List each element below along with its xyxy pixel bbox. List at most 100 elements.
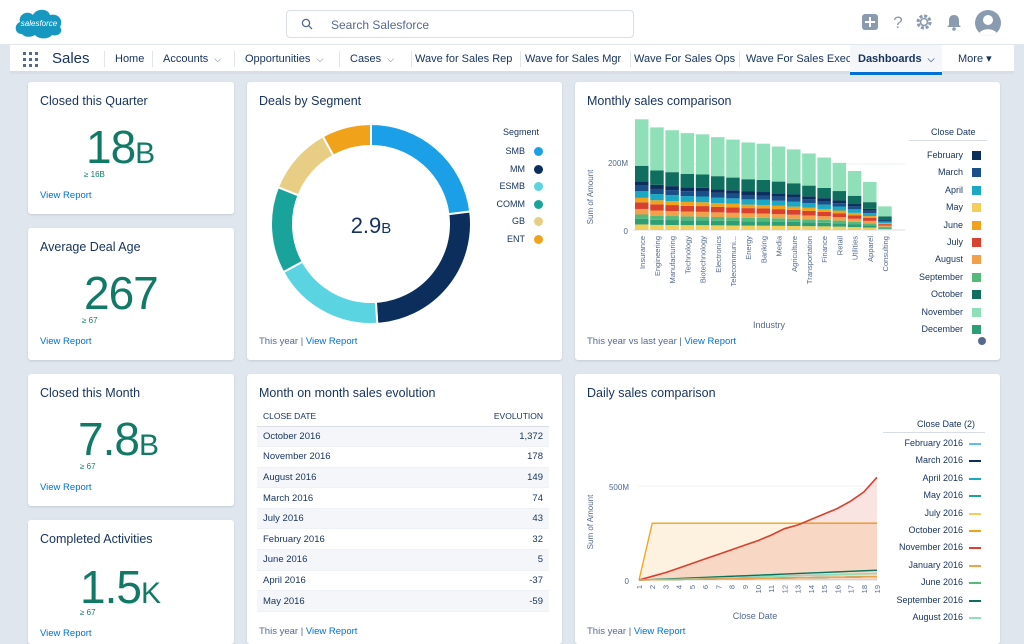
bar-segment[interactable]	[878, 220, 892, 222]
bar-segment[interactable]	[650, 194, 664, 201]
bar-segment[interactable]	[665, 220, 679, 226]
bar-segment[interactable]	[741, 194, 755, 200]
series-line[interactable]	[638, 576, 878, 581]
legend-swatch[interactable]	[534, 199, 543, 209]
nav-home[interactable]: Home	[115, 45, 144, 72]
chevron-down-icon[interactable]: ⌵	[316, 54, 324, 64]
table-row[interactable]: August 2016 149	[257, 467, 549, 489]
bar-segment[interactable]	[878, 223, 892, 225]
bar-segment[interactable]	[802, 210, 816, 216]
legend-swatch[interactable]	[969, 599, 981, 602]
bar-segment[interactable]	[771, 209, 786, 215]
bar-segment[interactable]	[787, 197, 801, 202]
bar-segment[interactable]	[787, 149, 801, 184]
bar-segment[interactable]	[847, 206, 862, 210]
series-line[interactable]	[638, 522, 877, 581]
view-report-link[interactable]: View Report	[684, 336, 737, 347]
bar-segment[interactable]	[817, 211, 831, 217]
bar-segment[interactable]	[863, 223, 877, 226]
view-report-link[interactable]: View Report	[40, 336, 92, 347]
bar-segment[interactable]	[711, 176, 725, 190]
app-launcher-icon[interactable]	[23, 52, 41, 68]
view-report-link[interactable]: View Report	[40, 190, 92, 201]
bar-segment[interactable]	[741, 217, 755, 222]
bar-segment[interactable]	[787, 194, 801, 198]
bar-segment[interactable]	[665, 172, 679, 187]
bar-segment[interactable]	[726, 212, 740, 218]
view-report-link[interactable]: View Report	[633, 626, 686, 637]
nav-opportunities[interactable]: Opportunities ⌵	[245, 45, 323, 72]
bar-segment[interactable]	[650, 170, 664, 185]
bar-segment[interactable]	[665, 130, 679, 173]
chevron-down-icon[interactable]: ⌵	[387, 54, 395, 64]
table-row[interactable]: May 2016 -59	[257, 590, 549, 612]
bar-segment[interactable]	[802, 215, 816, 220]
bar-segment[interactable]	[741, 142, 755, 180]
bar-segment[interactable]	[650, 210, 664, 216]
table-row[interactable]: November 2016 178	[257, 446, 549, 468]
bar-segment[interactable]	[878, 221, 892, 224]
bar-segment[interactable]	[635, 181, 649, 186]
bar-segment[interactable]	[832, 210, 847, 214]
bar-segment[interactable]	[817, 219, 831, 223]
nav-wave-sales-ops[interactable]: Wave For Sales Ops	[634, 45, 735, 72]
legend-swatch[interactable]	[972, 272, 981, 282]
bar-segment[interactable]	[665, 211, 679, 217]
bar-segment[interactable]	[787, 209, 801, 215]
bar-segment[interactable]	[680, 201, 695, 206]
bar-segment[interactable]	[741, 208, 755, 214]
bar-segment[interactable]	[771, 193, 786, 197]
bar-segment[interactable]	[832, 217, 847, 221]
bar-segment[interactable]	[695, 191, 710, 197]
bar-segment[interactable]	[695, 187, 710, 192]
bar-segment[interactable]	[817, 187, 831, 199]
bar-segment[interactable]	[711, 225, 725, 230]
bar-segment[interactable]	[771, 181, 786, 194]
bar-segment[interactable]	[726, 217, 740, 221]
bar-segment[interactable]	[863, 213, 877, 217]
bar-segment[interactable]	[741, 204, 755, 209]
bar-segment[interactable]	[756, 208, 771, 214]
bar-segment[interactable]	[635, 165, 649, 182]
bar-segment[interactable]	[817, 216, 831, 220]
bar-segment[interactable]	[771, 214, 786, 219]
table-row[interactable]: March 2016 74	[257, 487, 549, 509]
bar-segment[interactable]	[832, 213, 847, 218]
bar-segment[interactable]	[756, 204, 771, 209]
bar-segment[interactable]	[665, 186, 679, 191]
legend-swatch[interactable]	[969, 443, 981, 445]
bar-segment[interactable]	[817, 198, 831, 202]
table-row[interactable]: October 2016 1,372	[257, 426, 549, 448]
bar-segment[interactable]	[847, 170, 862, 196]
bar-segment[interactable]	[650, 215, 664, 220]
donut-slice-gb[interactable]	[276, 135, 335, 197]
legend-swatch[interactable]	[972, 238, 981, 247]
bar-segment[interactable]	[726, 207, 740, 213]
nav-wave-sales-mgr[interactable]: Wave for Sales Mgr	[525, 45, 621, 72]
bar-segment[interactable]	[695, 196, 710, 203]
bar-segment[interactable]	[680, 220, 695, 226]
nav-dashboards[interactable]: Dashboards ⌵	[850, 45, 943, 75]
bar-segment[interactable]	[832, 226, 847, 230]
bar-segment[interactable]	[695, 202, 710, 207]
bar-segment[interactable]	[635, 218, 649, 225]
bar-segment[interactable]	[635, 191, 649, 198]
donut-slice-smb[interactable]	[370, 122, 472, 216]
legend-swatch[interactable]	[969, 530, 981, 532]
table-row[interactable]: July 2016 43	[257, 508, 549, 530]
bar-segment[interactable]	[726, 220, 740, 226]
bar-segment[interactable]	[635, 214, 649, 219]
donut-slice-esmb[interactable]	[282, 260, 379, 325]
bar-segment[interactable]	[802, 153, 816, 186]
bar-segment[interactable]	[771, 225, 786, 230]
bar-segment[interactable]	[695, 220, 710, 226]
bar-segment[interactable]	[665, 216, 679, 221]
bar-segment[interactable]	[711, 220, 725, 226]
bar-segment[interactable]	[832, 206, 847, 211]
bar-segment[interactable]	[741, 225, 755, 230]
bar-segment[interactable]	[665, 190, 679, 196]
bar-segment[interactable]	[756, 179, 771, 193]
bar-segment[interactable]	[726, 198, 740, 204]
table-row[interactable]: June 2016 5	[257, 549, 549, 571]
donut-slice-ent[interactable]	[321, 122, 372, 158]
